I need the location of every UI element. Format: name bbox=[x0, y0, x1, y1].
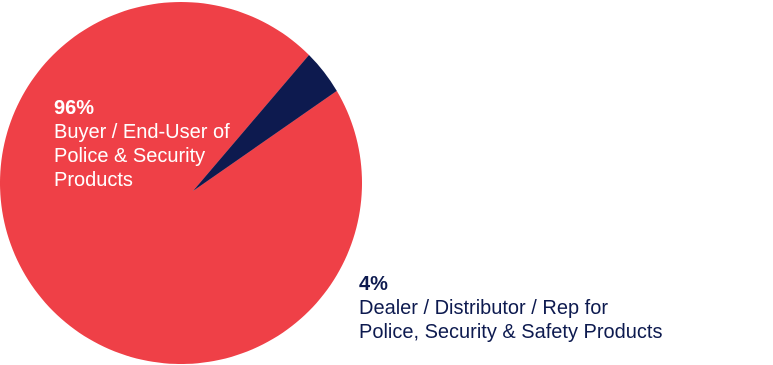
slice-pct-dealer: 4% bbox=[359, 273, 388, 295]
pie-slice-buyer bbox=[0, 1, 363, 365]
pie-slices bbox=[0, 1, 363, 365]
slice-label-dealer: 4% Dealer / Distributor / Rep for Police… bbox=[359, 272, 771, 344]
slice-name-dealer-line-2: Police, Security & Safety Products bbox=[359, 321, 663, 343]
slice-label-buyer: 96% Buyer / End-User of Police & Securit… bbox=[54, 96, 354, 192]
slice-name-dealer-line-1: Dealer / Distributor / Rep for bbox=[359, 297, 608, 319]
pie-slice-dealer bbox=[193, 55, 337, 191]
slice-pct-buyer: 96% bbox=[54, 97, 95, 119]
slice-name-buyer-line-2: Police & Security bbox=[54, 145, 206, 167]
slice-name-buyer-line-3: Products bbox=[54, 169, 133, 191]
slice-name-buyer-line-1: Buyer / End-User of bbox=[54, 121, 230, 143]
